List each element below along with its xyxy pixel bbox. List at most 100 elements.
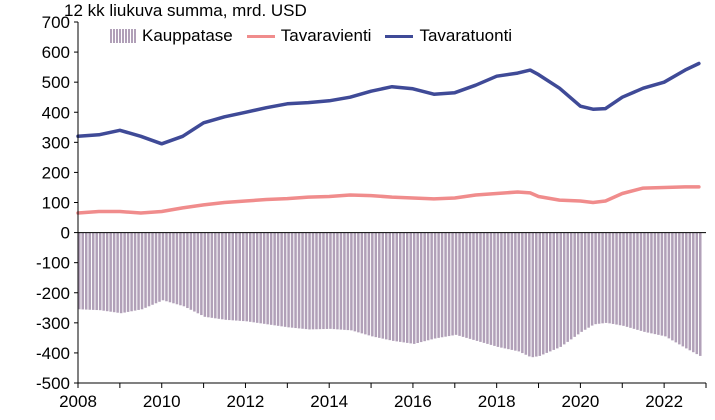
- balance-bar: [685, 232, 688, 349]
- legend-item-imports: Tavaratuonti: [385, 26, 512, 46]
- balance-bar: [168, 232, 172, 303]
- y-tick-label: 0: [61, 224, 70, 243]
- balance-bar: [472, 232, 475, 340]
- balance-bar: [151, 232, 154, 305]
- balance-bar: [196, 232, 200, 314]
- balance-bar: [259, 232, 262, 324]
- y-tick-label: -200: [36, 284, 70, 303]
- balance-bar: [426, 232, 430, 341]
- balance-bar: [304, 232, 308, 330]
- legend-swatch-imports: [385, 34, 414, 38]
- balance-bar: [98, 232, 102, 311]
- balance-bar: [235, 232, 238, 321]
- balance-bar: [269, 232, 273, 325]
- balance-bar: [217, 232, 221, 319]
- y-tick-label: -500: [36, 374, 70, 393]
- balance-bar: [437, 232, 440, 338]
- balance-bar: [322, 232, 325, 330]
- balance-bar: [552, 232, 555, 350]
- balance-bar: [137, 232, 140, 310]
- balance-bar: [214, 232, 217, 319]
- balance-bar: [535, 232, 538, 357]
- balance-bar: [688, 232, 692, 351]
- balance-bar: [510, 232, 514, 350]
- balance-bar: [699, 232, 702, 356]
- balance-bar: [290, 232, 294, 328]
- balance-bar: [611, 232, 615, 324]
- balance-bar: [189, 232, 193, 310]
- balance-bar: [587, 232, 590, 328]
- balance-bar: [126, 232, 130, 312]
- chart-legend: Kauppatase Tavaravienti Tavaratuonti: [110, 24, 526, 48]
- balance-bar: [228, 232, 231, 321]
- y-tick-label: 600: [42, 43, 70, 62]
- balance-bar: [287, 232, 290, 328]
- balance-bar: [241, 232, 245, 322]
- balance-bar: [479, 232, 482, 342]
- balance-bar: [573, 232, 576, 337]
- balance-bar: [336, 232, 339, 330]
- balance-bar: [248, 232, 252, 322]
- balance-bar: [531, 232, 535, 358]
- balance-bar: [252, 232, 255, 323]
- balance-bar: [280, 232, 283, 327]
- balance-bar: [193, 232, 196, 312]
- balance-bar: [402, 232, 405, 343]
- balance-bar: [538, 232, 542, 356]
- balance-bar: [398, 232, 402, 342]
- balance-bar: [671, 232, 674, 341]
- balance-bar: [364, 232, 367, 335]
- balance-bar: [367, 232, 371, 336]
- balance-bar: [385, 232, 388, 340]
- balance-bar: [597, 232, 601, 324]
- balance-bar: [311, 232, 315, 330]
- balance-bar: [147, 232, 151, 307]
- chart-unit-label: 12 kk liukuva summa, mrd. USD: [64, 1, 307, 20]
- balance-bar: [444, 232, 447, 337]
- balance-bar: [608, 232, 611, 324]
- balance-bar: [604, 232, 608, 323]
- balance-bar: [569, 232, 573, 340]
- x-tick-label: 2022: [645, 392, 683, 411]
- balance-bar: [590, 232, 594, 326]
- y-tick-label: -100: [36, 254, 70, 273]
- balance-bar: [594, 232, 597, 325]
- balance-bar: [140, 232, 144, 310]
- legend-label-exports: Tavaravienti: [280, 26, 372, 45]
- balance-bar: [601, 232, 604, 324]
- balance-bar: [255, 232, 259, 323]
- balance-bar: [395, 232, 398, 342]
- legend-swatch-balance: [110, 29, 136, 43]
- balance-bar: [636, 232, 639, 330]
- balance-bar: [109, 232, 112, 312]
- balance-bar: [245, 232, 248, 322]
- balance-bar: [95, 232, 98, 311]
- balance-bar: [528, 232, 531, 357]
- legend-label-balance: Kauppatase: [142, 26, 233, 45]
- balance-bar: [632, 232, 636, 329]
- balance-bar: [458, 232, 461, 336]
- balance-bar: [200, 232, 203, 316]
- legend-item-balance: Kauppatase: [110, 26, 233, 46]
- balance-bar: [346, 232, 350, 331]
- balance-bar: [542, 232, 545, 355]
- y-tick-label: 700: [42, 13, 70, 32]
- balance-bar: [681, 232, 685, 347]
- balance-bar: [643, 232, 646, 332]
- balance-bar: [447, 232, 451, 337]
- balance-bar: [371, 232, 374, 337]
- balance-bar: [482, 232, 486, 343]
- balance-bar: [308, 232, 311, 330]
- balance-bar: [294, 232, 297, 329]
- balance-bar: [489, 232, 493, 345]
- balance-bar: [580, 232, 583, 332]
- balance-bar: [350, 232, 353, 331]
- balance-bar: [583, 232, 587, 330]
- balance-bar: [695, 232, 699, 355]
- balance-bar: [130, 232, 133, 312]
- balance-bar: [297, 232, 301, 329]
- balance-bar: [664, 232, 667, 337]
- balance-bar: [650, 232, 653, 334]
- balance-bar: [161, 232, 165, 301]
